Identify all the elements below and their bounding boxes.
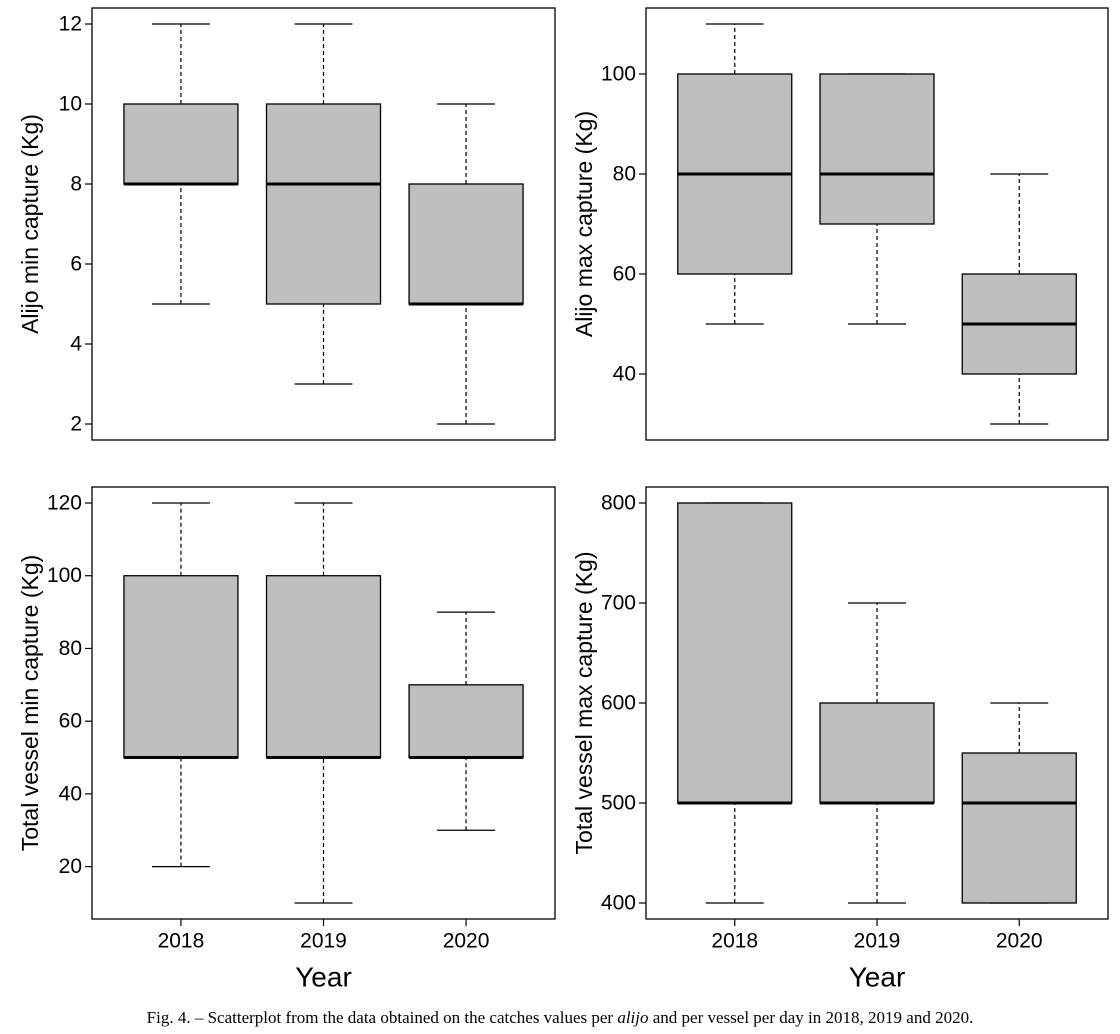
y-tick-label: 120 (47, 492, 82, 515)
iqr-box (408, 684, 524, 759)
box-2019 (819, 602, 935, 904)
figure-caption: Fig. 4. – Scatterplot from the data obta… (0, 1008, 1120, 1028)
y-tick-label: 80 (59, 637, 82, 660)
iqr-box (408, 183, 524, 305)
iqr-box (961, 752, 1077, 904)
y-axis-label: Alijo min capture (Kg) (17, 114, 43, 334)
iqr-box (123, 103, 239, 185)
y-axis-label: Alijo max capture (Kg) (571, 111, 597, 337)
y-tick-label: 80 (613, 163, 636, 186)
iqr-box (123, 575, 239, 759)
y-tick-label: 20 (59, 855, 82, 878)
y-tick-label: 600 (601, 692, 636, 715)
y-tick-label: 6 (70, 253, 82, 276)
panel-1: 2 4 6 8 10 12 Alijo min capture (Kg) (17, 7, 556, 441)
x-tick-label: 2019 (300, 930, 347, 953)
iqr-box (265, 103, 382, 305)
y-tick-label: 4 (70, 333, 82, 356)
panel-4: 400 500 600 700 800 Total vessel max capture … (571, 486, 1109, 993)
x-tick-label: 2019 (854, 930, 901, 953)
box-2018 (677, 502, 793, 904)
y-tick-label: 700 (601, 592, 636, 615)
x-tick-label: 2018 (711, 930, 758, 953)
y-tick-label: 60 (59, 710, 82, 733)
y-tick-label: 60 (613, 263, 636, 286)
y-tick-label: 100 (601, 63, 636, 86)
figure-panels: 2 4 6 8 10 12 Alijo min capture (Kg) 40 60 80 100 A… (17, 7, 1109, 993)
box-2019 (265, 23, 382, 385)
box-2018 (123, 23, 239, 305)
caption-prefix: Fig. 4. – Scatterplot from the data obta… (146, 1008, 618, 1027)
caption-suffix: and per vessel per day in 2018, 2019 and… (648, 1008, 974, 1027)
y-tick-label: 2 (70, 413, 82, 436)
box-2018 (677, 23, 793, 325)
box-2018 (123, 502, 239, 868)
box-2020 (961, 702, 1077, 904)
y-axis-label: Total vessel min capture (Kg) (17, 555, 43, 852)
y-tick-label: 40 (613, 363, 636, 386)
y-tick-label: 8 (70, 173, 82, 196)
y-tick-label: 10 (59, 93, 82, 116)
y-tick-label: 800 (601, 492, 636, 515)
box-2019 (819, 73, 935, 325)
plot-frame (645, 7, 1109, 441)
box-2020 (408, 103, 524, 425)
y-tick-label: 100 (47, 564, 82, 587)
panel-3: 20 40 60 80 100 120 Total vessel min capture (… (17, 486, 556, 993)
x-axis-label: Year (295, 962, 352, 993)
y-tick-label: 400 (601, 892, 636, 915)
y-tick-label: 12 (59, 13, 82, 36)
iqr-box (819, 702, 935, 804)
box-2020 (408, 611, 524, 831)
caption-italic: alijo (617, 1008, 649, 1027)
iqr-box (265, 575, 382, 759)
plot-frame (91, 7, 556, 441)
y-tick-label: 500 (601, 792, 636, 815)
panel-2: 40 60 80 100 Alijo max capture (Kg) (571, 7, 1109, 441)
y-tick-label: 40 (59, 782, 82, 805)
x-tick-label: 2018 (158, 930, 205, 953)
iqr-box (819, 73, 935, 225)
iqr-box (677, 502, 793, 804)
box-2019 (265, 502, 382, 904)
x-tick-label: 2020 (443, 930, 490, 953)
x-axis-label: Year (849, 962, 906, 993)
x-tick-label: 2020 (996, 930, 1043, 953)
box-2020 (961, 173, 1077, 425)
y-axis-label: Total vessel max capture (Kg) (571, 552, 597, 855)
